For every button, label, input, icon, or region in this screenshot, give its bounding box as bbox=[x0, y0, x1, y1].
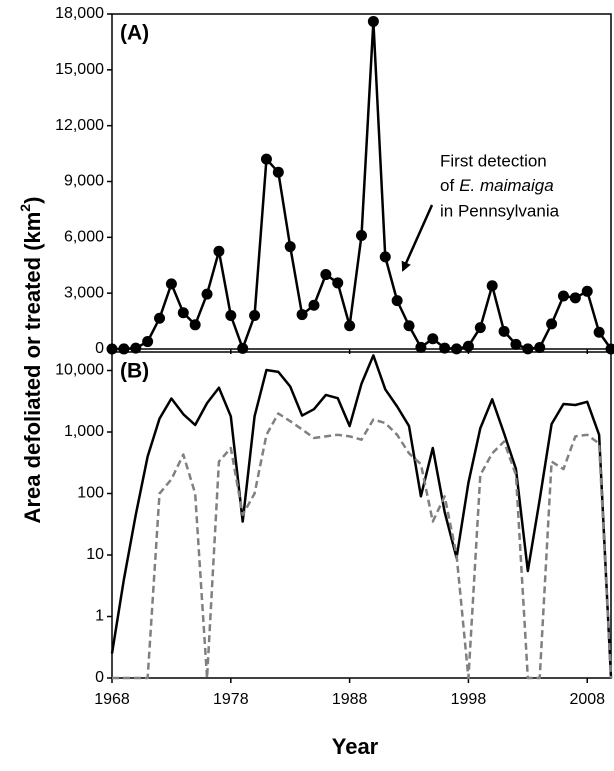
y-tick-label: 9,000 bbox=[64, 173, 104, 190]
y-tick-label: 100 bbox=[77, 485, 104, 502]
point bbox=[427, 333, 439, 345]
point bbox=[356, 229, 367, 241]
point bbox=[237, 342, 249, 354]
point bbox=[403, 320, 415, 332]
annotation-part: of bbox=[440, 176, 454, 195]
annotation: First detection bbox=[440, 151, 547, 170]
point bbox=[462, 340, 474, 352]
panel-label: (B) bbox=[120, 360, 149, 383]
point bbox=[201, 288, 213, 300]
point bbox=[534, 342, 546, 354]
annotation: of E. maimaiga bbox=[440, 176, 554, 195]
point bbox=[260, 153, 272, 165]
x-tick-label: 2008 bbox=[569, 691, 605, 708]
y-tick-label: 1,000 bbox=[64, 423, 104, 440]
point bbox=[581, 285, 593, 297]
series-line bbox=[110, 354, 613, 679]
point bbox=[320, 269, 332, 281]
point bbox=[415, 341, 427, 353]
point bbox=[118, 343, 130, 355]
point bbox=[439, 342, 451, 354]
point bbox=[593, 326, 605, 338]
y-tick-label: 18,000 bbox=[55, 5, 104, 22]
point bbox=[379, 251, 391, 263]
y-tick-label: 10 bbox=[86, 546, 104, 563]
point bbox=[308, 299, 320, 311]
point bbox=[474, 322, 486, 334]
y-tick-label: 0 bbox=[95, 669, 104, 686]
annotation: in Pennsylvania bbox=[440, 201, 560, 220]
point bbox=[189, 319, 201, 331]
point bbox=[557, 290, 569, 302]
point bbox=[225, 310, 237, 321]
point bbox=[569, 292, 581, 304]
point bbox=[344, 320, 356, 332]
y-tick-label: 1 bbox=[95, 608, 104, 625]
x-tick-label: 1968 bbox=[94, 691, 130, 708]
point bbox=[332, 277, 344, 289]
point bbox=[510, 338, 522, 350]
x-axis-title: Year bbox=[332, 734, 379, 759]
point bbox=[284, 241, 296, 253]
point bbox=[546, 318, 558, 330]
y-axis-title-sup: 2 bbox=[17, 204, 33, 212]
x-tick-label: 1998 bbox=[451, 691, 487, 708]
x-tick-label: 1988 bbox=[332, 691, 368, 708]
point bbox=[213, 245, 225, 257]
panel-label: (A) bbox=[120, 22, 149, 45]
point bbox=[296, 309, 308, 321]
point bbox=[154, 312, 166, 324]
point bbox=[272, 166, 284, 178]
plot-frame bbox=[111, 351, 612, 679]
annotation-part: E. maimaiga bbox=[459, 176, 553, 195]
y-tick-label: 6,000 bbox=[64, 229, 104, 246]
y-axis-title-end: ) bbox=[20, 197, 45, 204]
y-axis-title-text: Area defoliated or treated (km bbox=[20, 212, 45, 524]
point bbox=[249, 310, 261, 321]
y-tick-label: 10,000 bbox=[55, 362, 104, 379]
point bbox=[130, 342, 142, 354]
annotation-arrow bbox=[401, 204, 434, 272]
point bbox=[486, 280, 498, 292]
y-axis-title: Area defoliated or treated (km2) bbox=[17, 197, 45, 524]
y-tick-label: 12,000 bbox=[55, 117, 104, 134]
y-tick-label: 0 bbox=[95, 340, 104, 357]
point bbox=[367, 15, 379, 27]
series-line bbox=[112, 412, 613, 680]
point bbox=[177, 307, 189, 319]
point bbox=[498, 325, 510, 337]
x-tick-label: 1978 bbox=[213, 691, 249, 708]
y-tick-label: 15,000 bbox=[55, 61, 104, 78]
point bbox=[391, 295, 403, 307]
y-tick-label: 3,000 bbox=[64, 284, 104, 301]
point bbox=[165, 278, 177, 290]
point bbox=[142, 336, 154, 348]
